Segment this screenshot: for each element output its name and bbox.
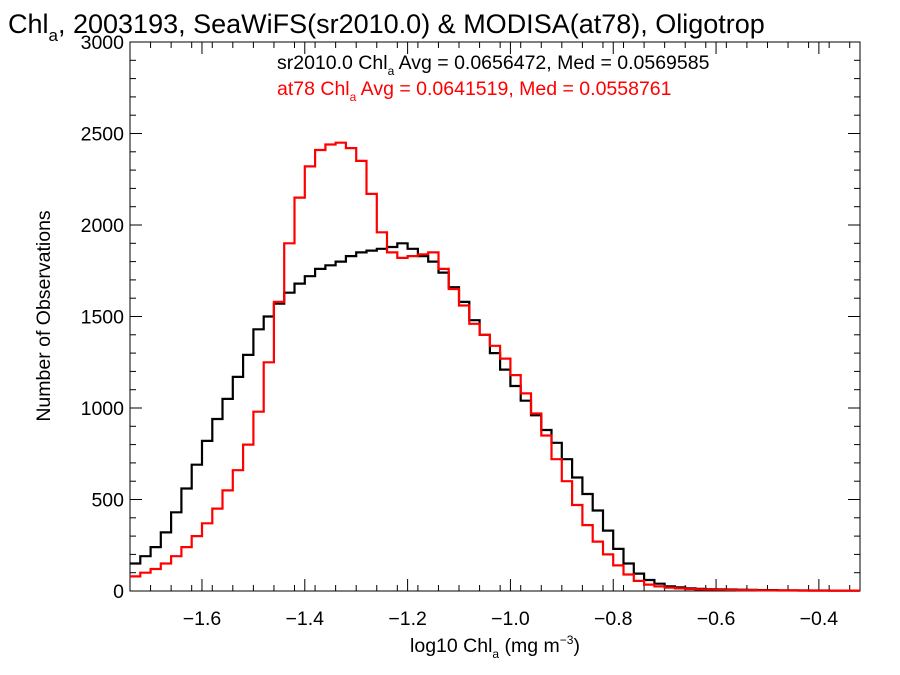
annotation-sr2010: sr2010.0 Chla Avg = 0.0656472, Med = 0.0… (277, 52, 710, 78)
axis-ticks (130, 41, 860, 592)
y-tick-label: 3000 (81, 32, 125, 54)
annotation-at78: at78 Chla Avg = 0.0641519, Med = 0.05587… (277, 78, 672, 104)
series-layer (130, 141, 860, 592)
annotation-sr2010-pre: sr2010.0 Chl (277, 52, 388, 74)
x-axis-label-sup: −3 (560, 633, 574, 647)
annotation-at78-sub: a (350, 90, 357, 104)
chart-title-rest: , 2003193, SeaWiFS(sr2010.0) & MODISA(at… (58, 9, 765, 39)
x-axis-label-end: ) (573, 635, 580, 657)
y-tick-label: 2500 (81, 124, 125, 146)
x-tick-label: −0.8 (594, 608, 633, 630)
annotation-at78-pre: at78 Chl (277, 78, 350, 100)
chart-title-main: Chl (8, 9, 49, 39)
x-axis-label: log10 Chla (mg m−3) (410, 633, 580, 661)
y-tick-label: 1000 (81, 398, 125, 420)
y-axis-label: Number of Observations (33, 210, 55, 422)
x-tick-label: −1.0 (491, 608, 530, 630)
annotation-at78-post: Avg = 0.0641519, Med = 0.0558761 (356, 78, 671, 100)
y-tick-label: 2000 (81, 215, 125, 237)
x-tick-label: −1.6 (183, 608, 222, 630)
x-tick-label: −0.4 (800, 608, 839, 630)
chart-title-sub: a (49, 26, 59, 45)
x-axis-label-main: log10 Chl (410, 635, 492, 657)
chart-title: Chla, 2003193, SeaWiFS(sr2010.0) & MODIS… (8, 9, 765, 45)
plot-frame (129, 41, 861, 592)
y-tick-label: 0 (113, 581, 124, 603)
x-axis-label-mid: (mg m (499, 635, 560, 657)
series-line-at78 (130, 141, 860, 592)
y-tick-label: 1500 (81, 307, 125, 329)
y-tick-label: 500 (91, 490, 124, 512)
axis-tick-labels: −1.6 −1.4 −1.2 −1.0 −0.8 −0.6 −0.4 0 500 1000 1500… (81, 32, 839, 630)
x-tick-label: −0.6 (697, 608, 736, 630)
x-tick-label: −1.4 (286, 608, 325, 630)
series-line-sr2010 (130, 242, 860, 592)
x-axis-label-sub: a (492, 647, 499, 661)
annotation-sr2010-sub: a (388, 64, 395, 78)
annotation-sr2010-post: Avg = 0.0656472, Med = 0.0569585 (394, 52, 709, 74)
x-tick-label: −1.2 (388, 608, 427, 630)
